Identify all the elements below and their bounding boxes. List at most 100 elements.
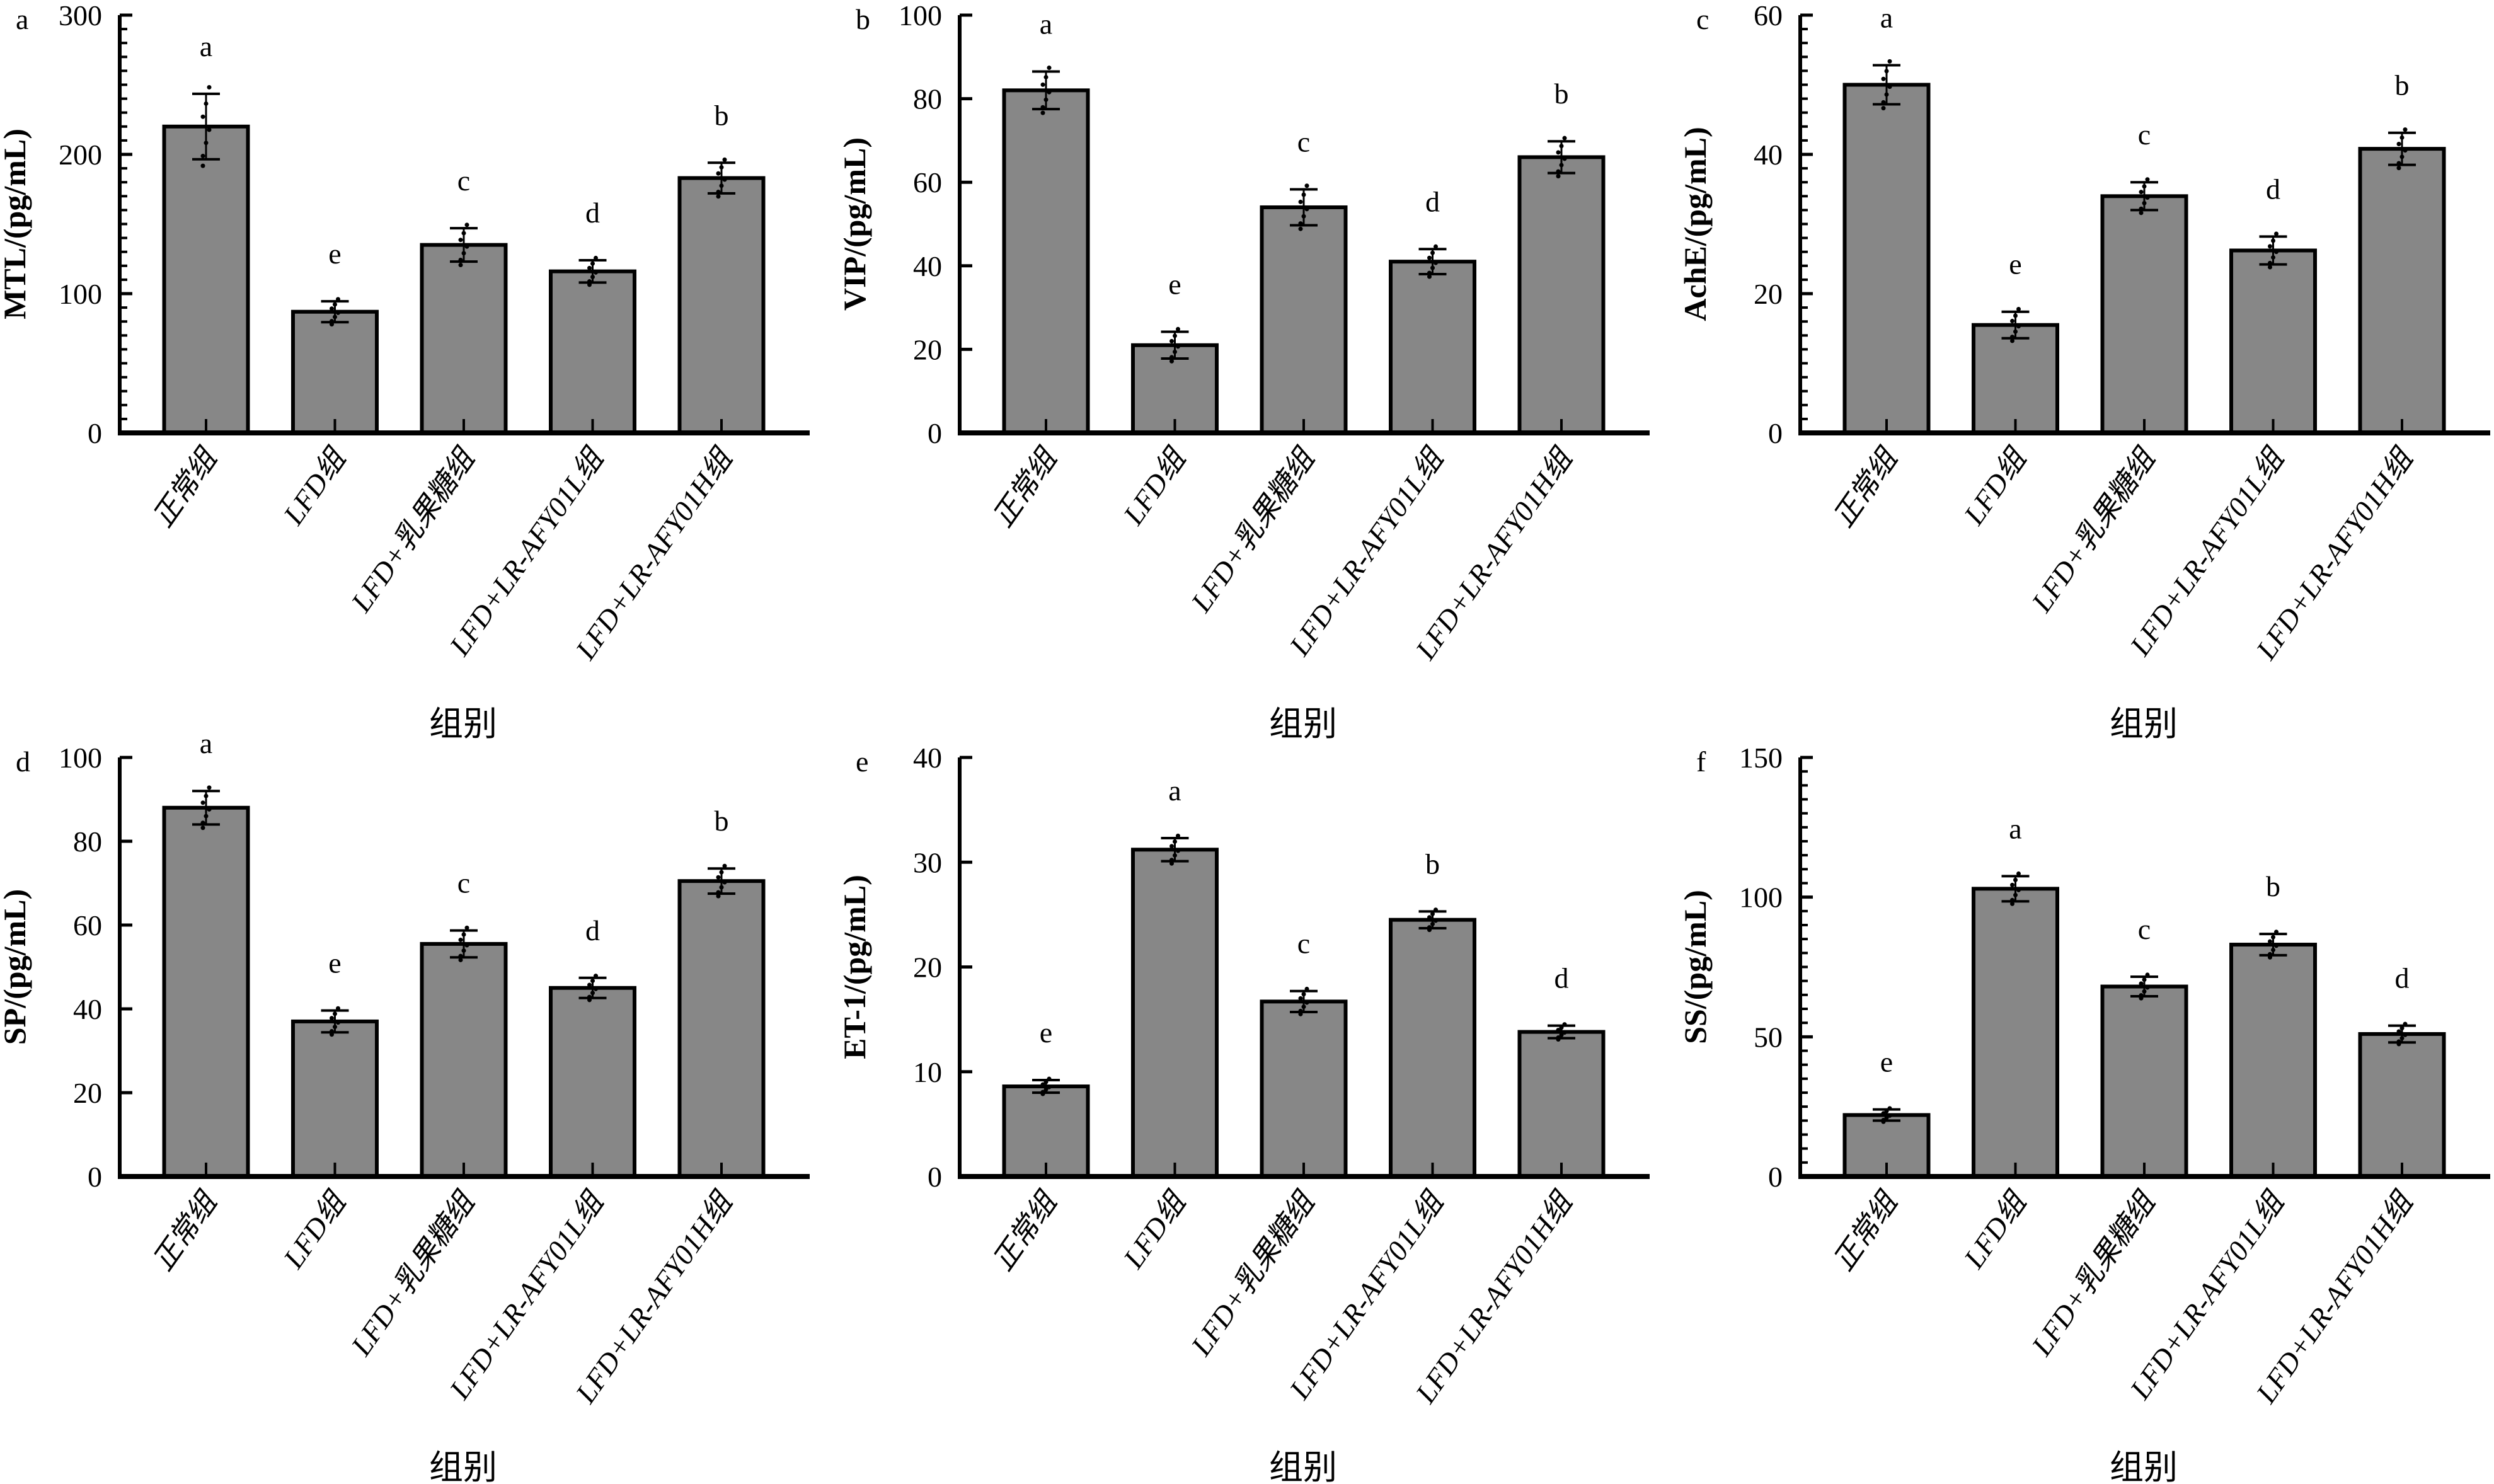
- data-point: [1556, 174, 1561, 179]
- y-tick-label: 20: [913, 952, 942, 984]
- bar: [2229, 943, 2317, 1178]
- x-category-label: LFD+乳果糖组: [2025, 1185, 2163, 1362]
- data-point: [204, 793, 209, 798]
- data-point: [2268, 955, 2272, 960]
- data-point: [2142, 977, 2147, 982]
- data-point: [587, 265, 592, 270]
- data-point: [1430, 911, 1435, 916]
- y-tick-label: 100: [899, 0, 942, 32]
- bar: [162, 124, 250, 435]
- data-point: [1298, 1008, 1303, 1013]
- x-category-label: LFD+乳果糖组: [345, 441, 482, 618]
- data-point: [461, 948, 466, 953]
- y-tick-label: 30: [913, 846, 942, 878]
- data-point: [594, 974, 598, 979]
- significance-label: b: [1554, 78, 1569, 110]
- data-point: [1176, 848, 1180, 853]
- significance-label: d: [2395, 962, 2410, 994]
- data-point: [2010, 338, 2014, 343]
- data-point: [587, 279, 592, 284]
- y-tick-label: 40: [73, 993, 102, 1025]
- y-tick-label: 150: [1739, 742, 1783, 774]
- data-point: [2271, 255, 2275, 260]
- data-point: [2274, 250, 2279, 255]
- data-point: [1884, 1108, 1889, 1113]
- data-point: [1884, 69, 1889, 74]
- data-point: [716, 189, 721, 194]
- data-point: [716, 194, 721, 199]
- data-point: [204, 141, 209, 146]
- bar: [1517, 1030, 1606, 1178]
- bar: [677, 176, 766, 435]
- data-point: [204, 101, 209, 106]
- data-point: [458, 238, 463, 243]
- x-category-label: LFD组: [1117, 1185, 1193, 1274]
- data-point: [461, 251, 466, 256]
- significance-label: a: [200, 727, 212, 759]
- data-point: [336, 297, 340, 302]
- y-tick-label: 20: [1754, 278, 1783, 310]
- bar: [162, 805, 250, 1179]
- significance-label: e: [328, 947, 341, 979]
- y-axis-title: ET-1/(pg/mL): [837, 875, 872, 1059]
- significance-label: e: [1040, 1016, 1052, 1049]
- data-point: [1040, 1091, 1045, 1096]
- significance-label: a: [1880, 2, 1893, 34]
- data-point: [1169, 359, 1174, 364]
- significance-label: d: [1554, 962, 1569, 994]
- y-tick-label: 20: [73, 1077, 102, 1109]
- data-point: [1043, 74, 1049, 79]
- data-point: [458, 953, 463, 958]
- y-tick-label: 60: [73, 909, 102, 941]
- y-tick-label: 20: [913, 333, 942, 365]
- data-point: [2268, 244, 2272, 249]
- data-point: [200, 825, 205, 831]
- data-point: [590, 261, 595, 266]
- y-tick-label: 300: [59, 0, 102, 32]
- data-point: [330, 319, 334, 324]
- data-point: [594, 986, 598, 991]
- significance-label: e: [1168, 268, 1181, 301]
- data-point: [1881, 76, 1886, 81]
- bar: [549, 269, 636, 435]
- x-category-label: LFD+乳果糖组: [1185, 1185, 1322, 1362]
- data-point: [2271, 238, 2275, 243]
- panel-e: e 0 10 20 30 40 ET-1/(pg/mL) e 正常组 a LFD组 c LFD+乳果糖组…: [837, 742, 1650, 1484]
- y-tick-label: 80: [73, 825, 102, 858]
- x-category-label: 正常组: [986, 1185, 1064, 1277]
- bar: [1842, 83, 1931, 435]
- data-point: [1427, 915, 1432, 920]
- data-point: [2010, 882, 2014, 887]
- data-point: [458, 258, 463, 263]
- data-point: [336, 1006, 340, 1011]
- data-point: [2010, 901, 2014, 906]
- data-point: [1556, 1028, 1561, 1033]
- x-category-label: 正常组: [986, 441, 1064, 533]
- bar: [1131, 848, 1219, 1179]
- data-point: [464, 244, 469, 249]
- data-point: [2013, 329, 2018, 334]
- data-point: [2139, 206, 2144, 211]
- x-category-label: 正常组: [146, 441, 224, 533]
- y-tick-label: 100: [59, 742, 102, 774]
- data-point: [330, 1016, 334, 1021]
- data-point: [1043, 1087, 1049, 1092]
- y-tick-label: 0: [88, 417, 102, 449]
- data-point: [461, 932, 466, 937]
- bar: [1972, 887, 2059, 1179]
- data-point: [716, 875, 721, 880]
- data-point: [1556, 1037, 1561, 1042]
- data-point: [1881, 1119, 1886, 1124]
- data-point: [1040, 82, 1045, 87]
- y-tick-label: 40: [1754, 139, 1783, 171]
- significance-label: e: [2009, 248, 2021, 280]
- data-point: [2145, 972, 2150, 977]
- bar: [2100, 194, 2188, 435]
- panel-f: f050100150SS/(pg/mL)e正常组aLFD组cLFD+乳果糖组bL…: [1677, 742, 2490, 1484]
- data-point: [1881, 100, 1886, 105]
- data-point: [1434, 260, 1438, 265]
- x-axis-title: 组别: [1269, 705, 1337, 743]
- significance-label: a: [1168, 774, 1181, 807]
- data-point: [2016, 887, 2021, 892]
- data-point: [458, 938, 463, 943]
